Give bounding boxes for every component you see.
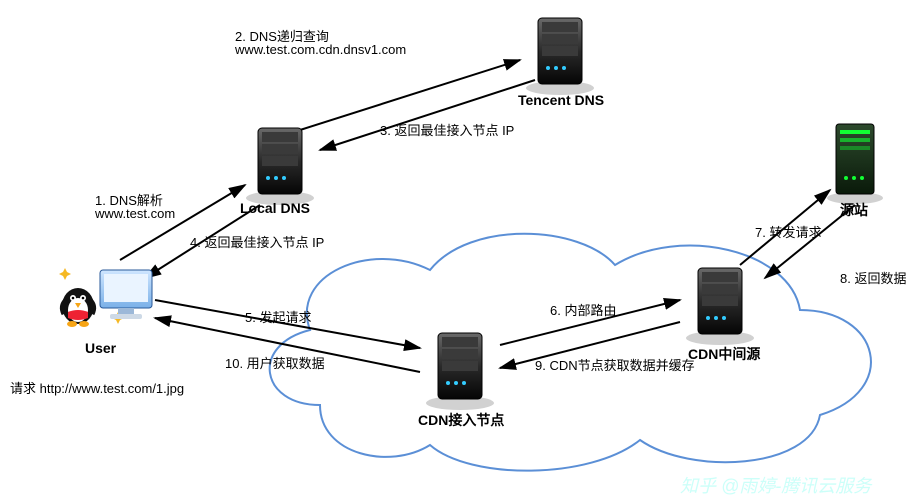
cdn-mid-label: CDN中间源 [688, 344, 760, 364]
cdn-edge-label: CDN接入节点 [418, 410, 504, 430]
cloud-shape [270, 234, 871, 471]
step6: 6. 内部路由 [550, 300, 616, 319]
step9: 9. CDN节点获取数据并缓存 [535, 355, 695, 374]
step1b: www.test.com [95, 206, 175, 221]
step8: 8. 返回数据 [840, 268, 906, 287]
watermark: 知乎 @雨婷-腾讯云服务 [680, 472, 871, 498]
step7: 7. 转发请求 [755, 222, 821, 241]
step4: 4. 返回最佳接入节点 IP [190, 232, 324, 251]
user-label: User [85, 340, 116, 356]
origin-icon [827, 124, 883, 204]
step3: 3. 返回最佳接入节点 IP [380, 120, 514, 139]
tencent-dns-label: Tencent DNS [518, 92, 604, 108]
step10: 10. 用户获取数据 [225, 353, 325, 372]
local-dns-label: Local DNS [240, 200, 310, 216]
tencent-dns-icon [526, 18, 594, 95]
origin-label: 源站 [840, 200, 868, 220]
local-dns-icon [246, 128, 314, 205]
step5: 5. 发起请求 [245, 307, 311, 326]
user-icon [59, 268, 152, 327]
request-text: 请求 http://www.test.com/1.jpg [10, 378, 184, 397]
step2b: www.test.com.cdn.dnsv1.com [235, 42, 406, 57]
cdn-flow-diagram: User Local DNS Tencent DNS CDN接入节点 CDN中间… [0, 0, 924, 500]
